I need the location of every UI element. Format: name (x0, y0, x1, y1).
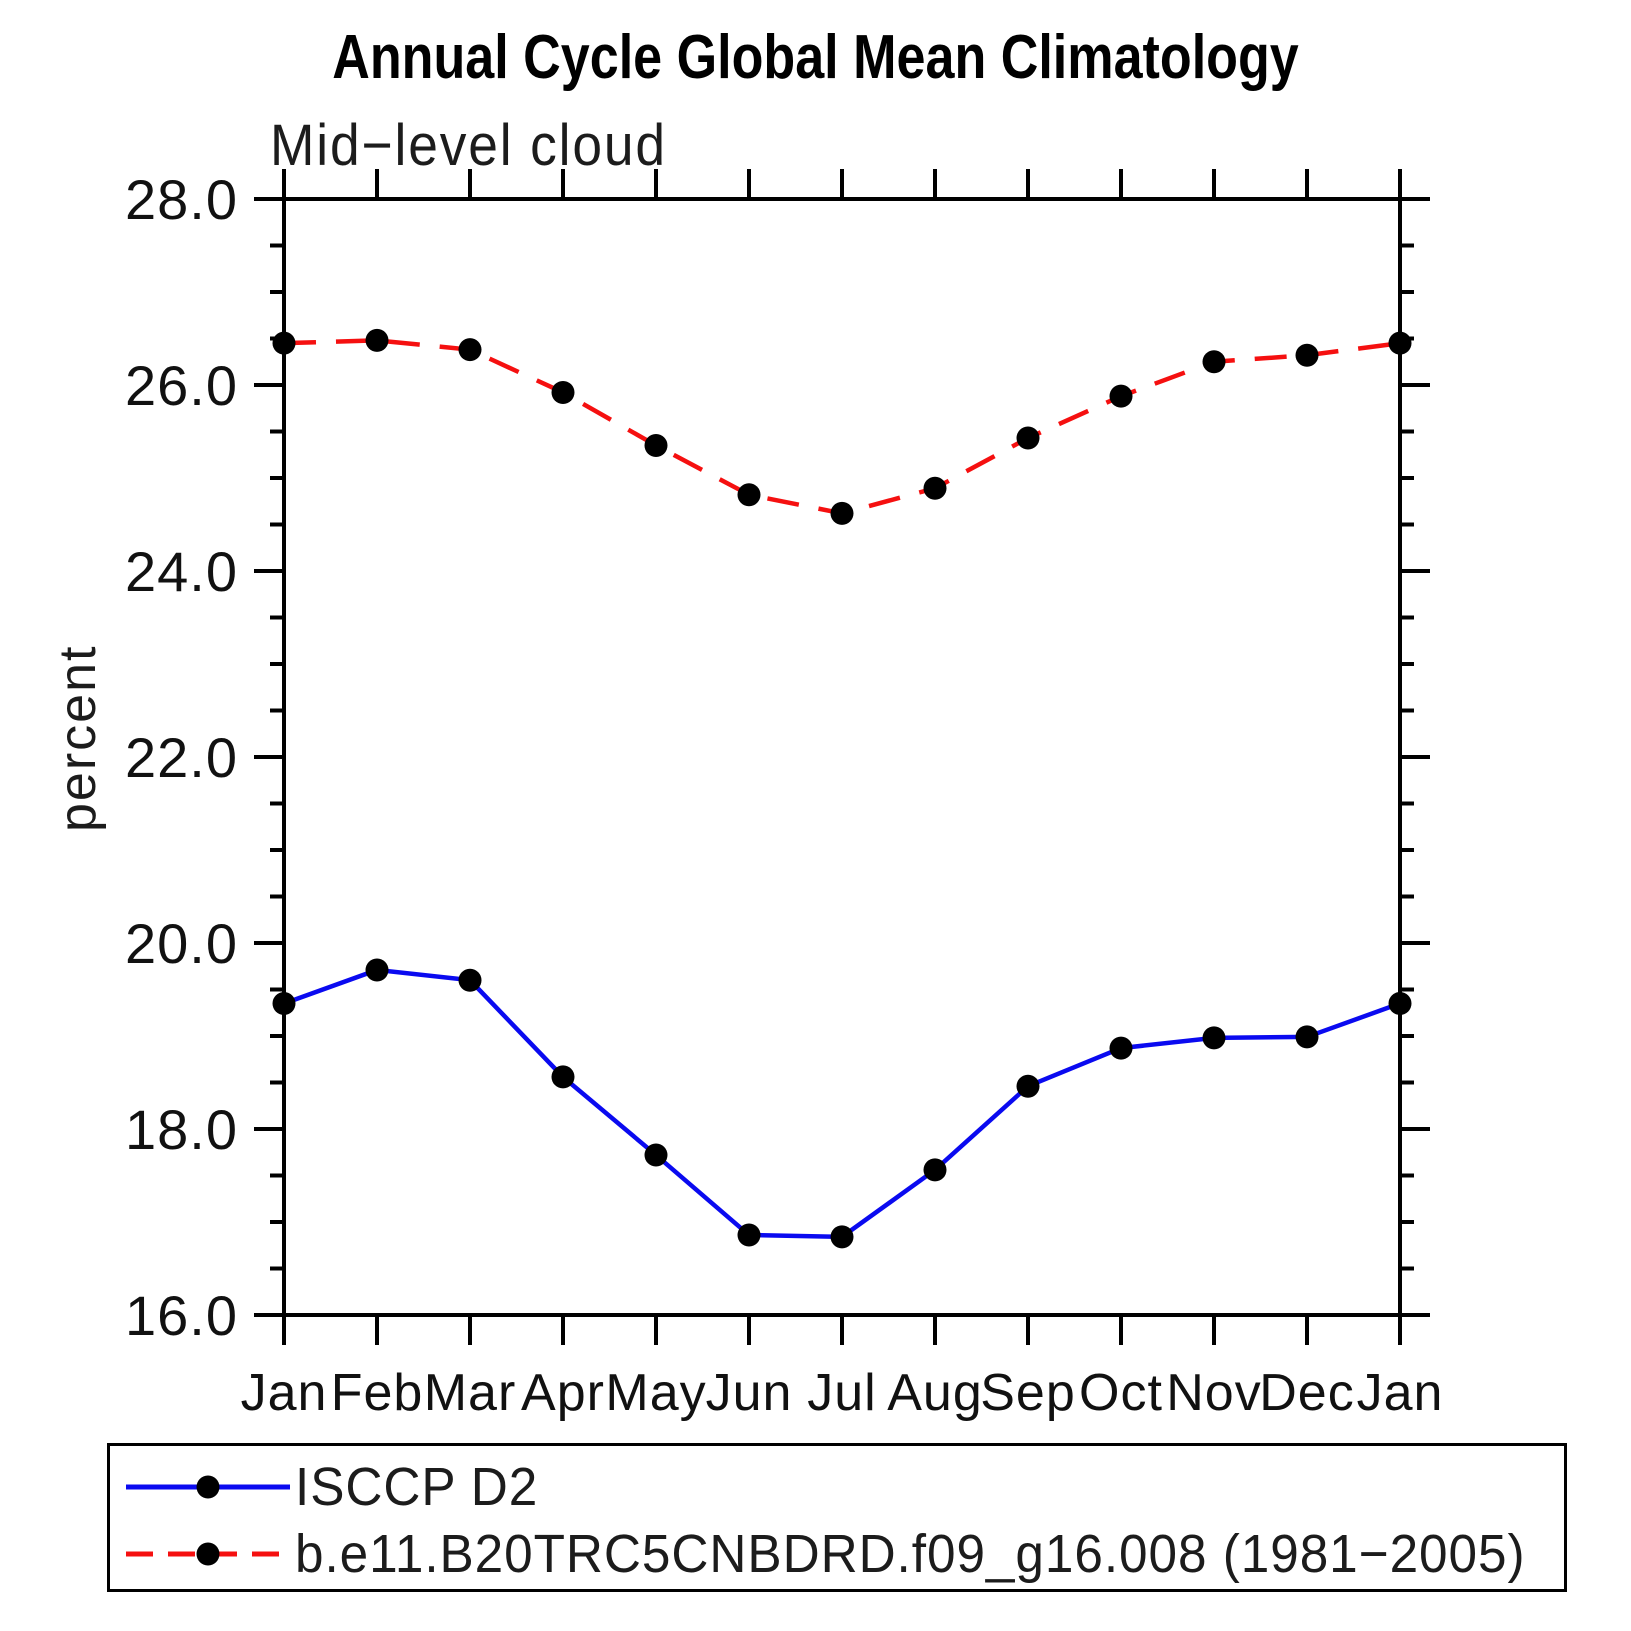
legend-marker-dot-icon (196, 1542, 220, 1566)
legend-marker-dot-icon (196, 1475, 220, 1499)
x-tick-label: Dec (1259, 1364, 1354, 1422)
data-point-marker (1016, 426, 1040, 450)
x-tick-label: Mar (424, 1364, 517, 1422)
legend-label-isccp: ISCCP D2 (295, 1457, 539, 1517)
y-axis-ticks (254, 197, 1430, 1317)
x-tick-label: Sep (980, 1364, 1076, 1422)
y-tick-label: 26.0 (125, 354, 238, 417)
data-point-marker (737, 1223, 761, 1247)
legend-box: ISCCP D2 b.e11.B20TRC5CNBDRD.f09_g16.008… (107, 1443, 1567, 1592)
y-tick-label: 20.0 (125, 912, 238, 975)
data-point-marker (644, 1143, 668, 1167)
y-tick-label: 16.0 (125, 1284, 238, 1347)
x-tick-label: Feb (331, 1364, 424, 1422)
chart-subtitle: Mid−level cloud (270, 113, 667, 178)
x-tick-label: Jan (241, 1364, 328, 1422)
data-point-marker (923, 476, 947, 500)
x-tick-label: May (605, 1364, 706, 1422)
data-point-marker (458, 338, 482, 362)
series-line-1 (283, 338, 1401, 516)
data-point-marker (551, 1065, 575, 1089)
data-point-marker (830, 1225, 854, 1249)
data-point-marker (644, 433, 668, 457)
series-markers-1 (272, 328, 1412, 525)
x-tick-label: Oct (1079, 1364, 1163, 1422)
data-point-marker (923, 1158, 947, 1182)
data-point-marker (272, 331, 296, 355)
series-line-0 (283, 967, 1401, 1240)
data-point-marker (272, 991, 296, 1015)
series-markers-0 (272, 958, 1412, 1249)
x-axis-ticks (282, 169, 1402, 1345)
y-tick-label: 22.0 (125, 726, 238, 789)
y-axis-labels: 16.0 18.0 20.0 22.0 24.0 26.0 28.0 (125, 168, 238, 1347)
data-point-marker (1388, 331, 1412, 355)
x-tick-label: Apr (521, 1364, 605, 1422)
data-point-marker (458, 968, 482, 992)
data-point-marker (1202, 350, 1226, 374)
legend-entry-model: b.e11.B20TRC5CNBDRD.f09_g16.008 (1981−20… (123, 1524, 1590, 1584)
x-tick-label: Nov (1166, 1364, 1261, 1422)
x-tick-label: Aug (887, 1364, 983, 1422)
data-point-marker (1295, 343, 1319, 367)
legend-label-model: b.e11.B20TRC5CNBDRD.f09_g16.008 (1981−20… (295, 1524, 1526, 1584)
data-point-marker (1295, 1025, 1319, 1049)
data-point-marker (1388, 991, 1412, 1015)
x-tick-label: Jul (807, 1364, 876, 1422)
data-point-marker (1016, 1074, 1040, 1098)
data-point-marker (1109, 384, 1133, 408)
y-tick-label: 18.0 (125, 1098, 238, 1161)
plot-frame (282, 197, 1402, 1317)
data-point-marker (365, 958, 389, 982)
y-tick-label: 28.0 (125, 168, 238, 231)
legend-entry-isccp: ISCCP D2 (123, 1457, 551, 1517)
x-tick-label: Jun (706, 1364, 793, 1422)
data-point-marker (830, 501, 854, 525)
legend-solid-line-icon (126, 1475, 290, 1499)
data-point-marker (737, 483, 761, 507)
data-point-marker (1202, 1026, 1226, 1050)
y-tick-label: 24.0 (125, 540, 238, 603)
x-tick-label: Jan (1357, 1364, 1444, 1422)
data-point-marker (551, 380, 575, 404)
legend-dashed-line-icon (126, 1542, 290, 1566)
data-point-marker (365, 328, 389, 352)
chart-title: Annual Cycle Global Mean Climatology (332, 23, 1299, 92)
data-point-marker (1109, 1036, 1133, 1060)
